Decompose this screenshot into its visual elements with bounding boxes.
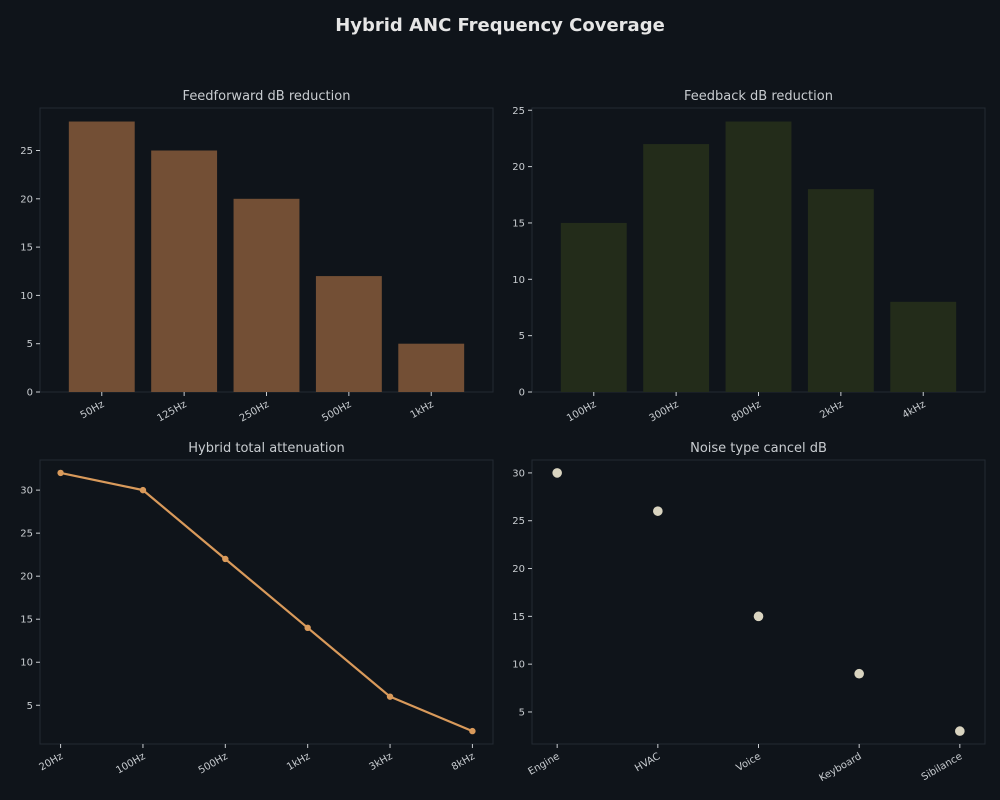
y-tick-label: 10 (512, 275, 525, 286)
line-point-100Hz (139, 486, 147, 494)
bar-50Hz (68, 121, 135, 393)
y-tick-label: 15 (20, 615, 33, 626)
y-tick-label: 25 (512, 516, 525, 527)
bar-250Hz (233, 198, 300, 392)
y-tick-label: 25 (512, 106, 525, 117)
series-line (60, 471, 473, 733)
y-tick-label: 20 (20, 194, 33, 205)
line-point-8kHz (469, 727, 476, 735)
y-tick-label: 15 (512, 612, 525, 623)
plot-area (531, 459, 986, 745)
line-point-3kHz (386, 693, 394, 700)
y-tick-label: 25 (20, 146, 33, 157)
y-tick-label: 5 (519, 331, 525, 342)
y-tick-label: 20 (512, 162, 525, 173)
y-tick-label: 15 (20, 243, 33, 254)
y-tick-label: 30 (20, 486, 33, 497)
bar-100Hz (560, 222, 627, 392)
y-tick-label: 10 (20, 291, 33, 302)
scatter-point-Voice (753, 611, 764, 622)
bar-2kHz (807, 189, 874, 392)
y-tick-label: 0 (519, 388, 525, 399)
y-tick-label: 10 (20, 658, 33, 669)
subplot-title: Noise type cancel dB (690, 441, 827, 456)
y-tick-label: 5 (27, 701, 33, 712)
subplot-title: Hybrid total attenuation (188, 441, 344, 456)
scatter-point-HVAC (653, 506, 663, 516)
bar-1kHz (398, 343, 465, 392)
bar-300Hz (643, 144, 710, 392)
y-tick-label: 5 (519, 707, 525, 718)
bar-4kHz (890, 301, 957, 392)
plot-area (39, 459, 494, 745)
y-tick-label: 20 (20, 572, 33, 583)
y-tick-label: 0 (27, 388, 33, 399)
y-tick-label: 10 (512, 660, 525, 671)
subplot-title: Feedback dB reduction (684, 89, 833, 104)
line-point-20Hz (57, 469, 64, 477)
y-tick-label: 30 (512, 468, 525, 479)
bar-125Hz (151, 150, 218, 392)
figure-title: Hybrid ANC Frequency Coverage (335, 15, 665, 36)
line-point-500Hz (222, 555, 229, 563)
y-tick-label: 5 (27, 339, 33, 350)
y-tick-label: 25 (20, 529, 33, 540)
scatter-point-Engine (552, 468, 562, 478)
y-tick-label: 20 (512, 564, 525, 575)
line-point-1kHz (304, 624, 311, 632)
scatter-point-Sibilance (955, 726, 965, 736)
y-tick-label: 15 (512, 218, 525, 229)
bar-800Hz (725, 121, 792, 393)
scatter-point-Keyboard (854, 668, 864, 679)
subplot-title: Feedforward dB reduction (183, 89, 351, 104)
bar-500Hz (315, 276, 382, 392)
